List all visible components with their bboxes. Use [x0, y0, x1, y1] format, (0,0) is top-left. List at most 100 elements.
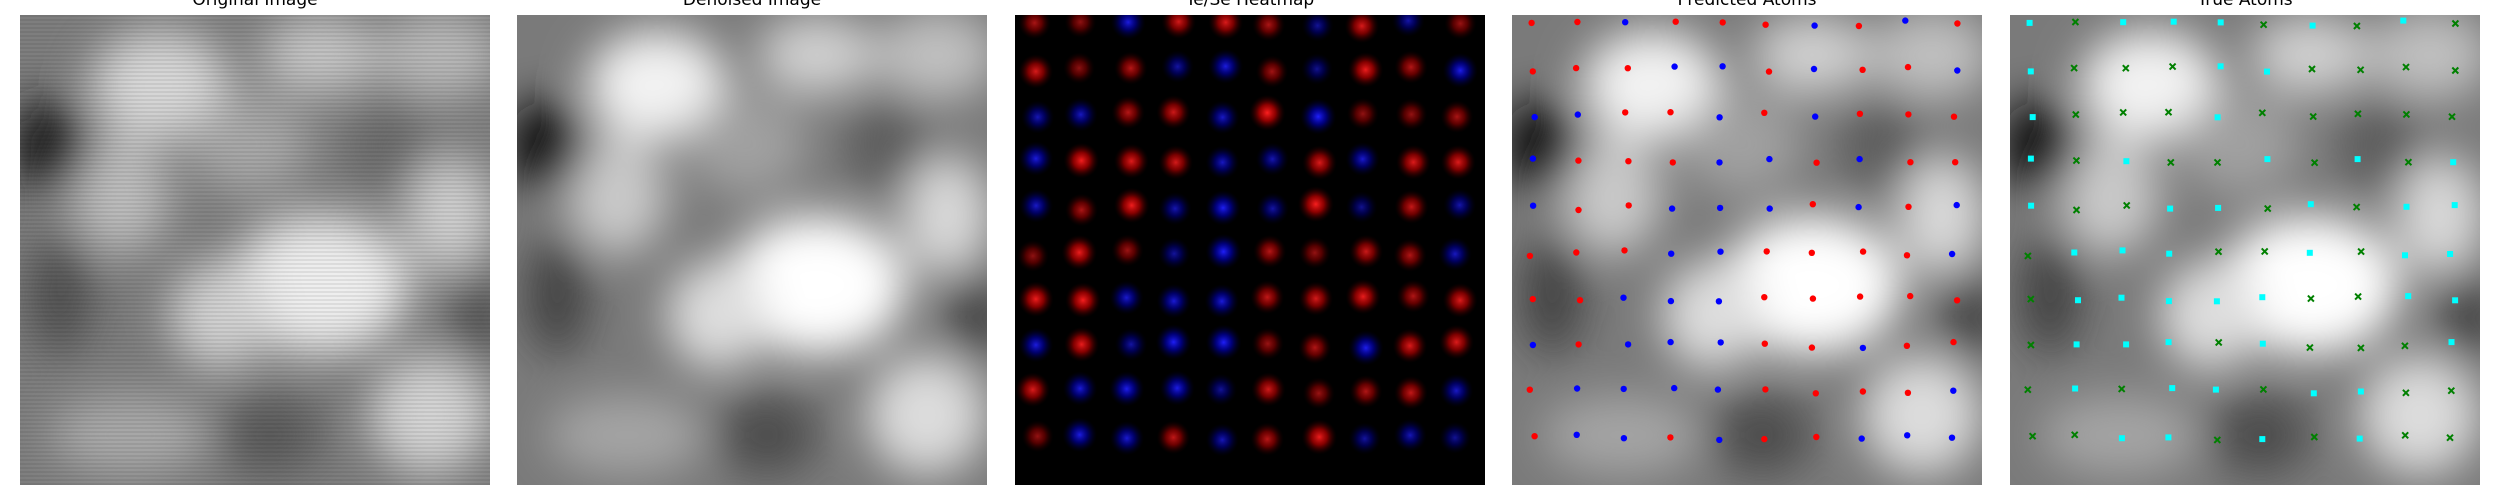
predicted-atom-te — [1573, 249, 1580, 256]
predicted-atom-te — [1809, 295, 1817, 302]
heatmap-spot-se — [1205, 233, 1242, 270]
panel-heatmap: Te/Se Heatmap — [1015, 0, 1485, 485]
predicted-atom-te — [1859, 66, 1866, 73]
true-atom-te — [2217, 19, 2224, 26]
true-atom-se — [2024, 385, 2032, 394]
heatmap-spot-te — [1394, 50, 1428, 84]
true-atom-se — [2446, 433, 2454, 442]
heatmap-spot-se — [1348, 330, 1384, 366]
predicted-atom-te — [1761, 294, 1768, 301]
heatmap-spot-te — [1439, 324, 1474, 360]
true-atom-se — [2306, 343, 2314, 352]
denoised-image — [517, 15, 987, 485]
predicted-atom-se — [1855, 203, 1862, 211]
true-atom-te — [2259, 340, 2266, 347]
true-atom-se — [2357, 344, 2365, 352]
true-atom-te — [2075, 297, 2081, 304]
heatmap-spot-te — [1302, 145, 1337, 180]
heatmap-spot-te — [1349, 375, 1383, 408]
true-atom-se — [2214, 338, 2223, 347]
heatmap-spot-se — [1021, 100, 1055, 134]
heatmap-spot-se — [1159, 370, 1195, 406]
true-atom-te — [2212, 386, 2219, 393]
predicted-atom-te — [1574, 18, 1581, 26]
true-atom-se — [2447, 386, 2456, 395]
predicted-atom-te — [1812, 390, 1819, 397]
predicted-atom-se — [1573, 431, 1580, 438]
heatmap-spot-se — [1062, 371, 1098, 406]
true-atom-se — [2448, 112, 2456, 121]
predicted-atom-te — [1907, 159, 1914, 166]
true-atom-te — [2123, 158, 2130, 165]
predicted-atom-se — [1766, 205, 1773, 212]
true-atom-te — [2123, 341, 2130, 348]
predicted-atom-te — [1952, 159, 1959, 166]
true-atom-te — [2167, 205, 2174, 212]
true-atom-te — [2119, 247, 2126, 254]
true-atom-se — [2258, 109, 2267, 117]
heatmap-spot-se — [1114, 328, 1148, 361]
heatmap-spot-se — [1205, 324, 1242, 361]
predicted-atom-se — [1529, 155, 1537, 162]
true-atom-te — [2357, 388, 2364, 395]
te-se-heatmap — [1015, 15, 1485, 485]
heatmap-spot-te — [1018, 54, 1053, 89]
predicted-atom-se — [1667, 338, 1674, 346]
heatmap-spot-se — [1301, 15, 1334, 42]
true-atom-te — [2073, 341, 2080, 348]
predicted-atom-te — [1575, 157, 1582, 164]
heatmap-spot-te — [1114, 51, 1148, 85]
true-atom-te — [2027, 155, 2034, 162]
predicted-atom-te — [1528, 19, 1535, 27]
panel-denoised-image: Denoised Image — [517, 0, 987, 485]
predicted-atom-te — [1531, 433, 1538, 440]
heatmap-spot-se — [1392, 15, 1425, 37]
heatmap-spot-se — [1110, 15, 1146, 40]
heatmap-spot-te — [1348, 52, 1384, 88]
predicted-atom-te — [1529, 295, 1536, 303]
true-atom-se — [2164, 108, 2173, 116]
heatmap-spot-se — [1019, 188, 1053, 223]
heatmap-spot-te — [1111, 234, 1144, 267]
true-atom-se — [2352, 203, 2361, 211]
true-atom-se — [2070, 431, 2079, 439]
heatmap-spot-te — [1393, 238, 1427, 272]
true-atom-se — [2122, 201, 2131, 210]
predicted-atom-te — [1575, 206, 1582, 214]
heatmap-spot-te — [1298, 281, 1333, 316]
heatmap-spot-te — [1158, 145, 1193, 180]
predicted-atom-se — [1948, 434, 1956, 441]
predicted-atom-se — [1668, 205, 1676, 212]
true-atom-se — [2122, 64, 2130, 72]
heatmap-spot-se — [1393, 418, 1427, 452]
true-atom-te — [2405, 293, 2412, 300]
predicted-atom-te — [1625, 202, 1632, 209]
panel-title-denoised: Denoised Image — [682, 0, 822, 10]
predicted-atom-se — [1529, 341, 1537, 349]
heatmap-spot-te — [1298, 331, 1332, 364]
heatmap-spot-te — [1394, 376, 1428, 410]
heatmap-spot-te — [1017, 240, 1049, 272]
true-atom-te — [2215, 204, 2222, 211]
predicted-atom-te — [1624, 65, 1631, 72]
heatmap-spot-se — [1443, 188, 1476, 222]
true-atom-se — [2401, 342, 2409, 350]
predicted-atom-se — [1574, 111, 1581, 118]
heatmap-spot-te — [1442, 283, 1478, 318]
predicted-atom-te — [1765, 68, 1773, 75]
predicted-atom-se — [1719, 63, 1726, 70]
predicted-atom-te — [1813, 433, 1820, 441]
true-atom-te — [2166, 250, 2173, 257]
heatmap-spot-te — [1161, 15, 1196, 39]
true-atom-se — [2071, 18, 2080, 26]
true-atom-te — [2071, 249, 2078, 256]
heatmap-spot-se — [1256, 192, 1289, 225]
true-atom-se — [2356, 66, 2365, 74]
predicted-atom-te — [1809, 201, 1816, 208]
heatmap-spot-se — [1348, 422, 1381, 455]
heatmap-spot-se — [1204, 284, 1240, 319]
heatmap-spot-se — [1205, 100, 1240, 135]
heatmap-spot-te — [1249, 94, 1286, 131]
original-image — [20, 15, 490, 485]
heatmap-spot-te — [1253, 234, 1287, 268]
